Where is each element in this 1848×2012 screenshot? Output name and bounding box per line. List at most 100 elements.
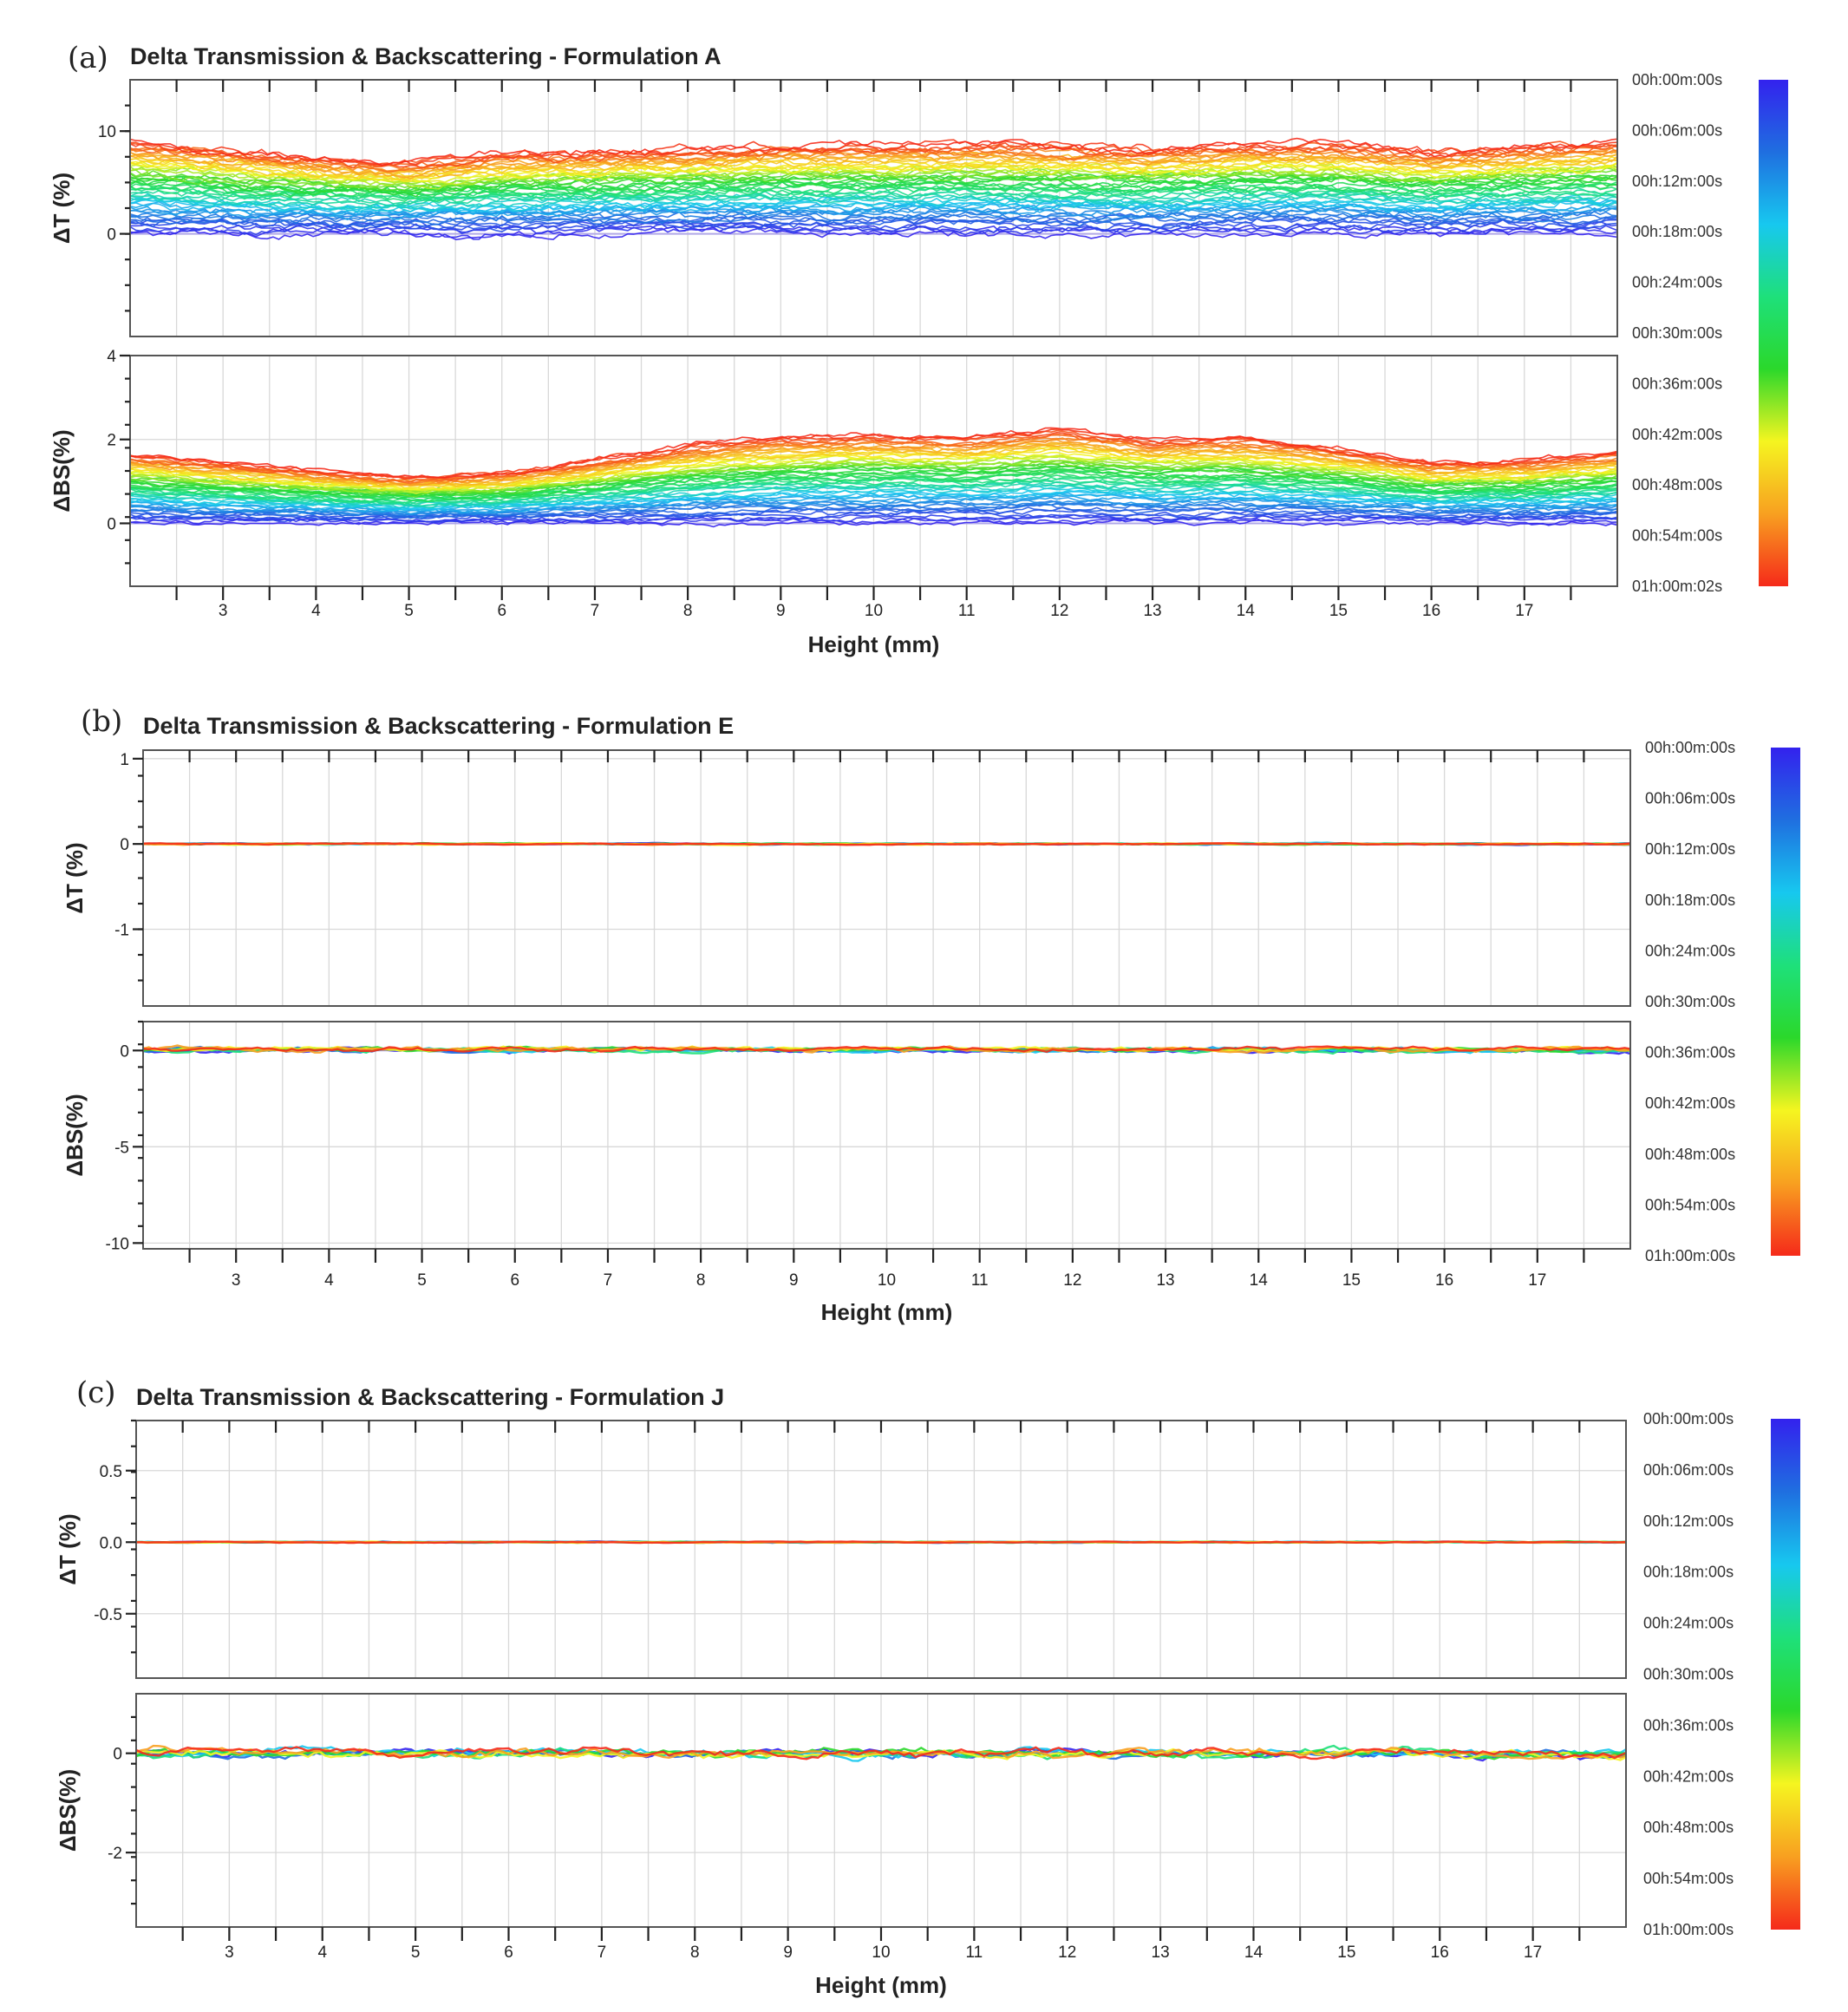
x-tick-label: 5 xyxy=(417,1271,427,1290)
panel-letter: (b) xyxy=(81,704,122,739)
y-tick-label: 1 xyxy=(120,751,129,769)
series-line xyxy=(130,196,1617,212)
x-tick-label: 17 xyxy=(1528,1271,1546,1290)
series-line xyxy=(130,144,1617,173)
y-tick-label: 0.0 xyxy=(100,1534,122,1552)
backscattering-plot: 0 -2 ΔBS(%) xyxy=(55,1693,1627,1941)
backscattering-plot: 0 2 4 ΔBS(%) xyxy=(49,348,1618,600)
series-line xyxy=(130,459,1617,498)
series-line xyxy=(130,137,1617,167)
series-line xyxy=(130,189,1617,212)
series-line xyxy=(130,192,1617,210)
series-line xyxy=(130,508,1617,520)
x-tick-label: 4 xyxy=(317,1943,327,1962)
colorbar-label: 00h:18m:00s xyxy=(1643,1564,1734,1581)
x-tick-label: 16 xyxy=(1422,602,1440,620)
series-group xyxy=(143,841,1630,846)
x-tick-label: 13 xyxy=(1152,1943,1170,1962)
x-tick-label: 4 xyxy=(311,602,321,620)
y-tick-label: 0 xyxy=(107,515,116,533)
x-tick-label: 10 xyxy=(872,1943,890,1962)
x-tick-label: 16 xyxy=(1431,1943,1449,1962)
y-tick-label: 0 xyxy=(113,1746,122,1764)
colorbar-label: 00h:24m:00s xyxy=(1643,1615,1734,1632)
y-axis-label: ΔBS(%) xyxy=(49,429,75,512)
x-tick-label: 5 xyxy=(404,602,414,620)
x-tick-label: 13 xyxy=(1156,1271,1174,1290)
y-tick-label: 4 xyxy=(107,348,116,366)
y-tick-label: -1 xyxy=(114,922,129,940)
colorbar-label: 00h:48m:00s xyxy=(1632,476,1722,493)
series-line xyxy=(130,200,1617,221)
y-tick-label: 0 xyxy=(120,836,129,854)
series-line xyxy=(130,492,1617,513)
x-tick-label: 12 xyxy=(1050,602,1068,620)
panel-letter: (a) xyxy=(68,41,108,75)
y-tick-label: 0 xyxy=(120,1042,129,1061)
y-tick-label: 10 xyxy=(98,123,116,141)
x-tick-label: 7 xyxy=(597,1943,607,1962)
colorbar-label: 01h:00m:00s xyxy=(1643,1921,1734,1938)
y-tick-label: -2 xyxy=(108,1845,122,1863)
series-line xyxy=(130,162,1617,186)
y-tick-label: 0.5 xyxy=(100,1463,122,1481)
colorbar-label: 00h:30m:00s xyxy=(1645,993,1735,1010)
series-line xyxy=(130,167,1617,190)
series-line xyxy=(130,427,1617,479)
y-tick-label: -0.5 xyxy=(94,1606,122,1624)
x-tick-label: 14 xyxy=(1250,1271,1269,1290)
chart-title: Delta Transmission & Backscattering - Fo… xyxy=(130,43,722,69)
x-tick-label: 16 xyxy=(1435,1271,1453,1290)
series-line xyxy=(130,156,1617,182)
series-line xyxy=(130,218,1617,232)
series-line xyxy=(130,500,1617,518)
colorbar-label: 00h:54m:00s xyxy=(1643,1870,1734,1887)
series-line xyxy=(130,206,1617,219)
series-group xyxy=(136,1744,1626,1762)
colorbar-label: 00h:24m:00s xyxy=(1645,942,1735,959)
x-tick-label: 14 xyxy=(1237,602,1256,620)
colorbar-label: 00h:12m:00s xyxy=(1632,173,1722,190)
series-line xyxy=(130,186,1617,205)
x-tick-label: 14 xyxy=(1244,1943,1264,1962)
colorbar-label: 01h:00m:00s xyxy=(1645,1247,1735,1264)
y-axis-label: ΔBS(%) xyxy=(55,1769,81,1852)
series-group xyxy=(143,1044,1630,1055)
transmission-plot: 0.5 0.0 -0.5 ΔT (%) xyxy=(55,1419,1627,1679)
series-line xyxy=(130,153,1617,176)
y-tick-label: -10 xyxy=(106,1235,129,1253)
series-group xyxy=(130,137,1617,241)
colorbar-label: 00h:42m:00s xyxy=(1643,1767,1734,1785)
chart-formulation-e: (b) Delta Transmission & Backscattering -… xyxy=(62,704,1800,1325)
x-tick-label: 3 xyxy=(219,602,228,620)
x-tick-label: 5 xyxy=(411,1943,421,1962)
colorbar-label: 00h:06m:00s xyxy=(1645,790,1735,807)
x-tick-label: 12 xyxy=(1058,1943,1076,1962)
series-line xyxy=(130,168,1617,191)
series-line xyxy=(130,494,1617,515)
colorbar-label: 00h:36m:00s xyxy=(1643,1716,1734,1734)
series-line xyxy=(130,180,1617,200)
x-tick-label: 15 xyxy=(1329,602,1348,620)
colorbar-label: 00h:00m:00s xyxy=(1645,739,1735,756)
series-line xyxy=(143,842,1630,846)
series-line xyxy=(130,225,1617,241)
x-tick-label: 7 xyxy=(604,1271,613,1290)
x-tick-label: 11 xyxy=(971,1271,989,1290)
colorbar-label: 00h:42m:00s xyxy=(1632,426,1722,443)
y-axis-label: ΔT (%) xyxy=(49,173,75,244)
x-axis-label: Height (mm) xyxy=(821,1299,953,1325)
x-tick-label: 4 xyxy=(324,1271,334,1290)
colorbar-label: 01h:00m:02s xyxy=(1632,578,1722,595)
x-tick-label: 8 xyxy=(696,1271,706,1290)
chart-title: Delta Transmission & Backscattering - Fo… xyxy=(143,713,734,739)
colorbar-label: 00h:30m:00s xyxy=(1632,324,1722,342)
y-axis-label: ΔT (%) xyxy=(62,842,88,913)
colorbar xyxy=(1759,80,1788,586)
x-tick-label: 8 xyxy=(683,602,693,620)
x-tick-label: 11 xyxy=(958,602,976,620)
colorbar-label: 00h:54m:00s xyxy=(1645,1196,1735,1213)
x-tick-label: 7 xyxy=(591,602,600,620)
colorbar-label: 00h:12m:00s xyxy=(1643,1512,1734,1530)
